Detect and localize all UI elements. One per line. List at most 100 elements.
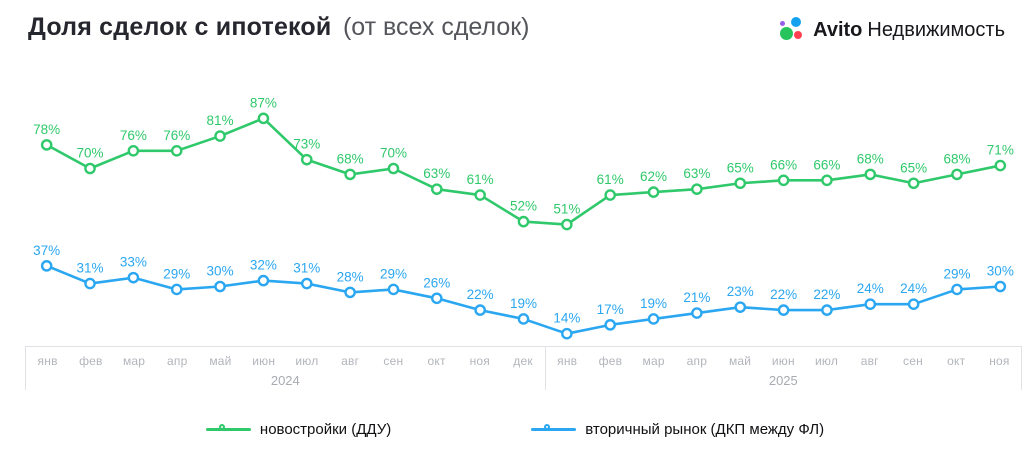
data-point-label: 66%: [813, 157, 840, 172]
data-point-marker: [431, 292, 443, 305]
month-label: ноя: [989, 354, 1010, 368]
data-point-label: 51%: [553, 202, 580, 217]
data-point-marker: [907, 177, 920, 190]
data-point-marker: [604, 319, 616, 331]
data-point-label: 24%: [900, 281, 927, 296]
data-point-marker: [864, 298, 877, 311]
data-point-marker: [864, 168, 877, 181]
data-point-marker: [387, 162, 400, 175]
month-label: июл: [815, 354, 839, 368]
data-point-label: 68%: [857, 151, 884, 166]
logo-red-dot-icon: [794, 31, 803, 39]
data-point-marker: [994, 280, 1007, 293]
data-point-marker: [517, 313, 530, 325]
month-label: фев: [598, 354, 623, 368]
data-point-label: 30%: [207, 264, 234, 279]
data-point-label: 61%: [597, 172, 624, 187]
data-point-marker: [84, 162, 96, 175]
data-point-label: 21%: [683, 290, 710, 305]
data-point-label: 76%: [120, 128, 147, 143]
month-label: авг: [860, 354, 879, 368]
month-label: авг: [341, 354, 360, 368]
month-label: ноя: [469, 354, 490, 368]
data-point-label: 65%: [727, 160, 754, 175]
data-point-label: 87%: [250, 95, 277, 110]
data-point-marker: [127, 271, 140, 284]
data-point-marker: [170, 283, 183, 296]
data-point-marker: [951, 168, 963, 181]
month-label: июн: [771, 354, 795, 368]
data-point-label: 76%: [163, 128, 190, 143]
legend-item-secondary-market[interactable]: вторичный рынок (ДКП между ФЛ): [531, 421, 824, 438]
data-point-marker: [474, 189, 486, 201]
data-point-label: 29%: [943, 266, 970, 281]
data-point-marker: [734, 177, 747, 190]
data-point-marker: [561, 218, 573, 231]
data-point-label: 23%: [727, 284, 754, 299]
logo-green-dot-icon: [780, 27, 794, 40]
year-group-2025: янв фев мар апр май июн июл авг сен окт ноя 2025: [545, 346, 1022, 390]
data-point-marker: [214, 130, 226, 142]
x-axis: янв фев мар апр май июн июл авг сен окт ноя дек 2024…: [25, 346, 1022, 390]
data-point-label: 30%: [987, 264, 1014, 279]
data-point-label: 81%: [207, 113, 234, 128]
data-point-label: 37%: [33, 243, 60, 258]
data-point-label: 29%: [163, 266, 190, 281]
legend-line-marker-green-icon: [205, 424, 251, 431]
data-point-label: 71%: [987, 143, 1014, 158]
data-point-label: 31%: [77, 261, 104, 276]
data-point-label: 63%: [683, 166, 710, 181]
data-point-label: 19%: [640, 296, 667, 311]
avito-logo-icon: [779, 17, 806, 43]
data-point-label: 70%: [380, 146, 407, 161]
data-point-marker: [474, 304, 486, 316]
data-point-marker: [40, 260, 53, 272]
year-group-2024: янв фев мар апр май июн июл авг сен окт ноя дек 2024: [25, 346, 546, 390]
data-point-marker: [257, 274, 270, 287]
data-point-marker: [431, 183, 443, 195]
data-point-marker: [994, 159, 1007, 172]
legend-item-primary-market[interactable]: новостройки (ДДУ): [205, 421, 391, 438]
data-point-marker: [40, 139, 53, 151]
data-point-marker: [344, 286, 356, 299]
chart-legend: новостройки (ДДУ) вторичный рынок (ДКП м…: [0, 421, 1030, 438]
data-point-marker: [517, 215, 530, 228]
data-point-marker: [561, 327, 573, 340]
data-point-marker: [777, 304, 790, 316]
month-label: фев: [79, 354, 103, 368]
brand-logo: Avito Недвижимость: [779, 17, 1005, 43]
data-point-marker: [821, 174, 833, 187]
data-point-label: 68%: [943, 151, 970, 166]
data-point-label: 19%: [510, 296, 537, 311]
data-point-marker: [84, 277, 96, 290]
month-label: янв: [557, 354, 578, 368]
month-label: окт: [427, 354, 446, 368]
data-point-label: 26%: [423, 275, 450, 290]
month-label: мар: [642, 354, 665, 368]
month-labels-row: янв фев мар апр май июн июл авг сен окт ноя дек: [26, 354, 545, 368]
data-point-label: 61%: [467, 172, 494, 187]
data-point-label: 33%: [120, 255, 147, 270]
data-point-label: 63%: [423, 166, 450, 181]
data-point-marker: [344, 168, 356, 181]
month-label: сен: [903, 354, 923, 368]
data-point-marker: [214, 280, 226, 293]
data-point-label: 78%: [33, 122, 60, 137]
month-label: янв: [37, 354, 58, 368]
chart-title: Доля сделок с ипотекой: [28, 13, 332, 41]
chart-subtitle: (от всех сделок): [342, 13, 530, 41]
data-point-label: 68%: [337, 151, 364, 166]
data-point-label: 29%: [380, 266, 407, 281]
legend-label: вторичный рынок (ДКП между ФЛ): [585, 421, 825, 438]
month-label: окт: [947, 354, 966, 368]
data-point-label: 70%: [77, 146, 104, 161]
data-point-marker: [300, 153, 313, 166]
year-label: 2024: [270, 373, 300, 388]
legend-line-marker-blue-icon: [531, 424, 577, 431]
data-point-marker: [300, 277, 313, 290]
data-point-label: 62%: [640, 169, 667, 184]
data-point-label: 32%: [250, 258, 277, 273]
month-label: апр: [167, 354, 188, 368]
page-title: Доля сделок с ипотекой (от всех сделок): [28, 13, 530, 42]
logo-purple-dot-icon: [780, 21, 786, 26]
